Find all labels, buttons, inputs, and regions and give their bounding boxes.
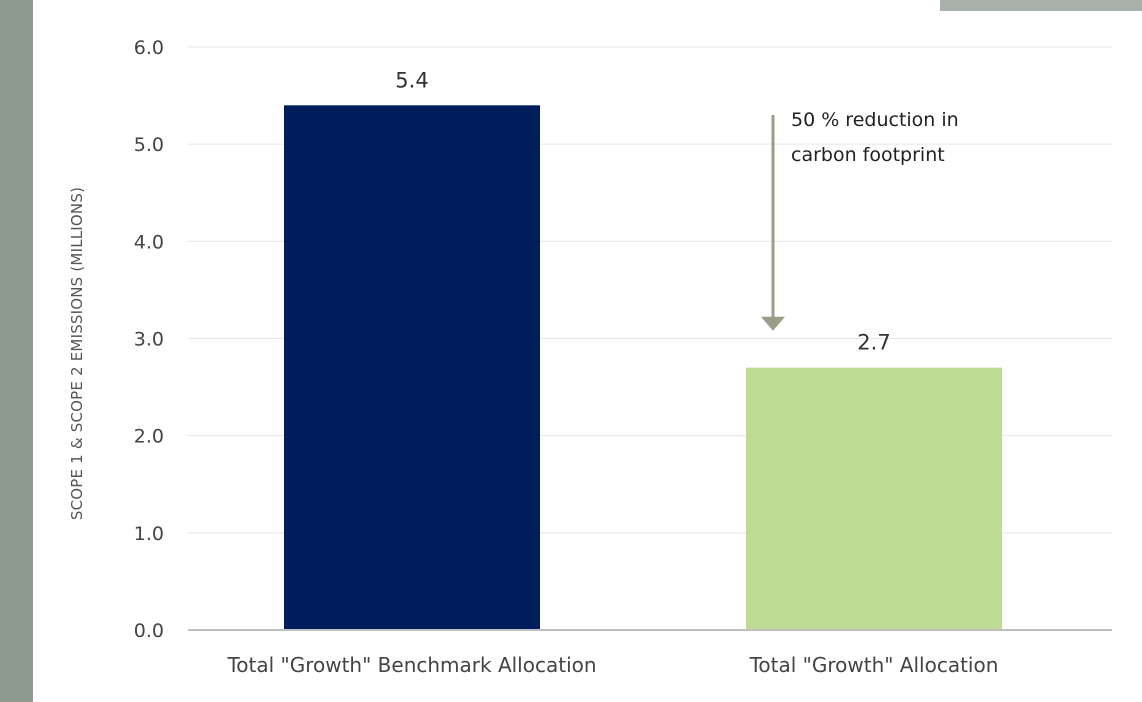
y-tick-label: 3.0 [134,329,164,351]
annotation-line-1: 50 % reduction in [791,109,959,131]
category-label: Total "Growth" Benchmark Allocation [226,653,596,677]
reduction-annotation: 50 % reduction in carbon footprint [761,109,959,331]
y-tick-label: 1.0 [134,523,164,545]
annotation-line-2: carbon footprint [791,144,945,166]
bar-value-label: 5.4 [395,68,428,92]
category-label: Total "Growth" Allocation [749,653,999,677]
y-tick-label: 6.0 [134,37,164,59]
arrow-down-icon [761,316,785,331]
y-axis-label: SCOPE 1 & SCOPE 2 EMISSIONS (MILLIONS) [68,187,86,520]
y-tick-label: 5.0 [134,134,164,156]
background-corner [940,0,1142,11]
y-tick-label: 4.0 [134,231,164,253]
bar [746,367,1002,630]
category-labels: Total "Growth" Benchmark Allocation Total… [226,653,998,677]
bars [284,105,1002,631]
bar-value-label: 2.7 [857,331,890,355]
y-tick-label: 2.0 [134,426,164,448]
y-tick-label: 0.0 [134,620,164,642]
bar-value-labels: 5.4 2.7 [395,68,890,354]
y-axis-ticks: 0.0 1.0 2.0 3.0 4.0 5.0 6.0 [134,37,164,642]
bar [284,105,540,631]
